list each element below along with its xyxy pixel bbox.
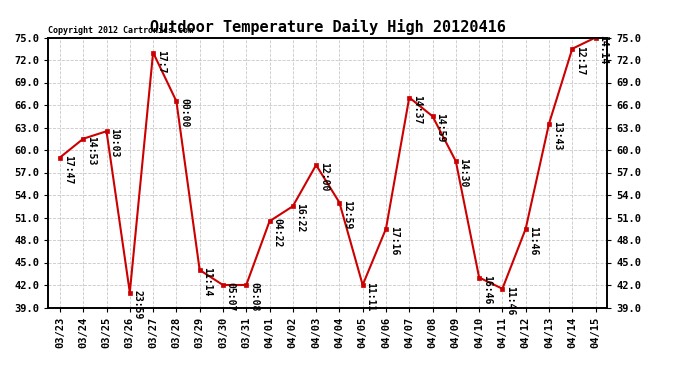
Title: Outdoor Temperature Daily High 20120416: Outdoor Temperature Daily High 20120416 — [150, 19, 506, 35]
Text: 12:59: 12:59 — [342, 200, 352, 229]
Text: 17:47: 17:47 — [63, 155, 72, 184]
Text: 13:43: 13:43 — [552, 121, 562, 150]
Text: 12:00: 12:00 — [319, 162, 329, 192]
Text: 16:46: 16:46 — [482, 275, 492, 304]
Text: 11:14: 11:14 — [202, 267, 213, 297]
Text: 14:30: 14:30 — [459, 159, 469, 188]
Text: 17:16: 17:16 — [388, 226, 399, 255]
Text: 14:14: 14:14 — [598, 35, 609, 64]
Text: 05:08: 05:08 — [249, 282, 259, 312]
Text: 11:46: 11:46 — [529, 226, 538, 255]
Text: 12:17: 12:17 — [575, 46, 585, 75]
Text: 10:03: 10:03 — [109, 129, 119, 158]
Text: 17:7: 17:7 — [156, 50, 166, 73]
Text: 14:37: 14:37 — [412, 95, 422, 124]
Text: 16:22: 16:22 — [295, 204, 306, 233]
Text: 04:22: 04:22 — [273, 219, 282, 248]
Text: 11:46: 11:46 — [505, 286, 515, 315]
Text: 23:59: 23:59 — [132, 290, 143, 319]
Text: 14:53: 14:53 — [86, 136, 96, 165]
Text: 05:07: 05:07 — [226, 282, 236, 312]
Text: 00:00: 00:00 — [179, 99, 189, 128]
Text: 11:11: 11:11 — [366, 282, 375, 312]
Text: 14:59: 14:59 — [435, 114, 445, 143]
Text: Copyright 2012 Cartronics.com: Copyright 2012 Cartronics.com — [48, 26, 193, 35]
